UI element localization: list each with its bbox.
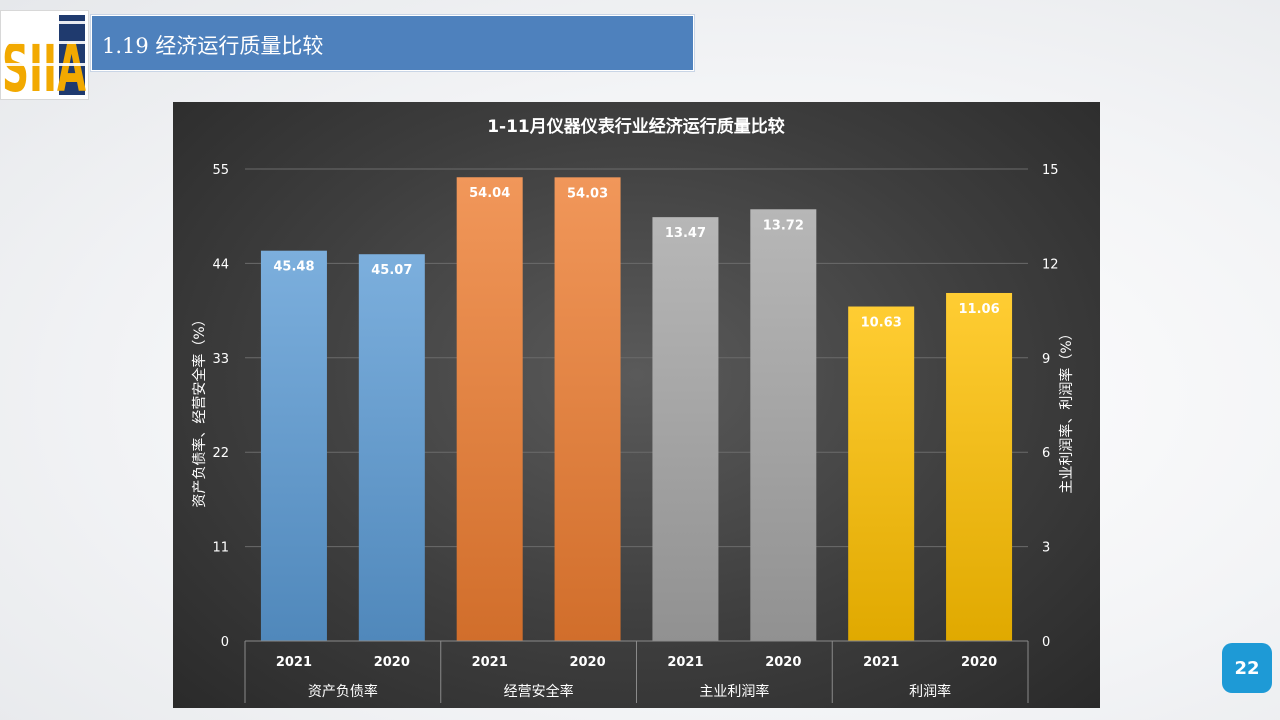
x-year-label: 2020 [569,655,605,670]
data-label: 13.72 [763,218,804,233]
bar [554,177,621,641]
y-left-tick-label: 55 [212,163,229,178]
bar [848,306,915,641]
data-label: 54.03 [567,186,608,201]
x-year-label: 2020 [961,655,997,670]
bar [456,177,523,641]
x-year-label: 2020 [765,655,801,670]
y-right-tick-label: 3 [1042,541,1050,556]
chart-panel: 1-11月仪器仪表行业经济运行质量比较 0 11 22 33 44 55 0 3 6 9 12 15… [173,102,1100,708]
page-number-badge: 22 [1222,643,1272,693]
y-left-tick-label: 33 [212,352,229,367]
bar [652,217,719,642]
y-left-tick-label: 22 [212,446,229,461]
data-label: 54.04 [469,186,510,201]
section-header: 1.19 经济运行质量比较 [91,15,694,71]
y-right-tick-label: 6 [1042,446,1050,461]
y-left-tick-label: 11 [212,541,229,556]
data-label: 45.07 [371,263,412,278]
x-group-label: 利润率 [909,683,951,700]
chart-title: 1-11月仪器仪表行业经济运行质量比较 [487,116,785,137]
data-label: 11.06 [959,302,1000,317]
y-right-tick-label: 0 [1042,635,1050,650]
siia-logo: SIIA [0,10,89,107]
y-left-tick-label: 44 [212,257,229,272]
bar-series: 45.48 45.07 54.04 54.03 13.47 13.72 10.63 11.06 [260,177,1013,642]
x-year-label: 2021 [863,655,899,670]
y-right-tick-label: 15 [1042,163,1059,178]
y-left-tick-label: 0 [221,635,229,650]
siia-logo-mark: SIIA [1,11,88,107]
x-year-label: 2021 [472,655,508,670]
y-right-tick-label: 12 [1042,257,1059,272]
x-axis: 2021 2020 资产负债率 2021 2020 经营安全率 2021 2020 主业利润率 2… [244,640,1029,703]
x-group-label: 资产负债率 [308,683,378,700]
y-axis-left: 0 11 22 33 44 55 [212,163,229,650]
bar [260,250,327,641]
bar [946,292,1013,641]
bar-chart: 1-11月仪器仪表行业经济运行质量比较 0 11 22 33 44 55 0 3 6 9 12 15… [191,116,1075,703]
x-year-label: 2021 [667,655,703,670]
y-axis-right: 0 3 6 9 12 15 [1042,163,1059,650]
x-year-label: 2020 [374,655,410,670]
y-right-tick-label: 9 [1042,352,1050,367]
data-label: 10.63 [861,316,902,331]
bar [750,209,817,641]
x-group-label: 经营安全率 [504,683,574,700]
data-label: 45.48 [273,260,314,275]
section-title: 1.19 经济运行质量比较 [102,34,324,58]
x-year-label: 2021 [276,655,312,670]
data-label: 13.47 [665,226,706,241]
y-axis-right-label: 主业利润率、利润率（%） [1058,326,1075,493]
y-axis-left-label: 资产负债率、经营安全率（%） [191,312,208,507]
x-group-label: 主业利润率 [699,683,769,700]
bar [358,254,425,641]
